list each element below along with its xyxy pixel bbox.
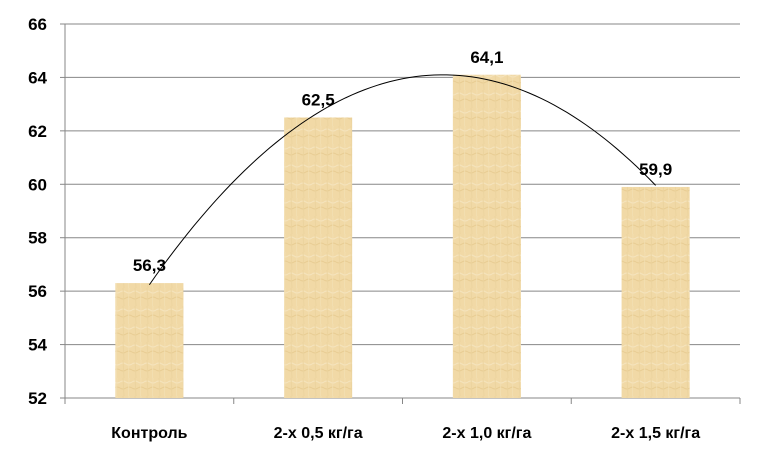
bar-tint-2 — [452, 74, 521, 398]
y-tick-label-7: 66 — [28, 15, 47, 34]
bar-1 — [284, 117, 353, 398]
x-category-label-0: Контроль — [111, 425, 187, 442]
x-category-label-2: 2-х 1,0 кг/га — [442, 425, 531, 442]
data-label-3: 59,9 — [639, 160, 672, 179]
data-label-2: 64,1 — [470, 48, 503, 67]
trendline-curve — [148, 74, 656, 286]
y-tick-label-6: 64 — [28, 68, 47, 87]
bar-tint-1 — [284, 117, 353, 398]
y-tick-label-1: 54 — [28, 336, 47, 355]
y-tick-label-0: 52 — [28, 389, 47, 408]
y-tick-label-2: 56 — [28, 282, 47, 301]
bar-tint-3 — [621, 186, 690, 398]
bars — [115, 74, 690, 398]
bar-3 — [621, 186, 690, 398]
bar-2 — [452, 74, 521, 398]
trendline — [148, 74, 656, 286]
x-category-label-3: 2-х 1,5 кг/га — [611, 425, 700, 442]
y-tick-labels: 52 54 56 58 60 62 64 66 — [28, 15, 47, 408]
data-label-0: 56,3 — [133, 256, 166, 275]
bar-tint-0 — [115, 283, 184, 398]
x-category-labels: Контроль 2-х 0,5 кг/га 2-х 1,0 кг/га 2-х 1,… — [111, 425, 700, 442]
y-tick-label-4: 60 — [28, 175, 47, 194]
y-tick-label-5: 62 — [28, 122, 47, 141]
data-label-1: 62,5 — [302, 91, 335, 110]
data-labels: 56,3 62,5 64,1 59,9 — [133, 48, 672, 275]
x-category-label-1: 2-х 0,5 кг/га — [274, 425, 363, 442]
bar-0 — [115, 283, 184, 398]
y-tick-label-3: 58 — [28, 229, 47, 248]
